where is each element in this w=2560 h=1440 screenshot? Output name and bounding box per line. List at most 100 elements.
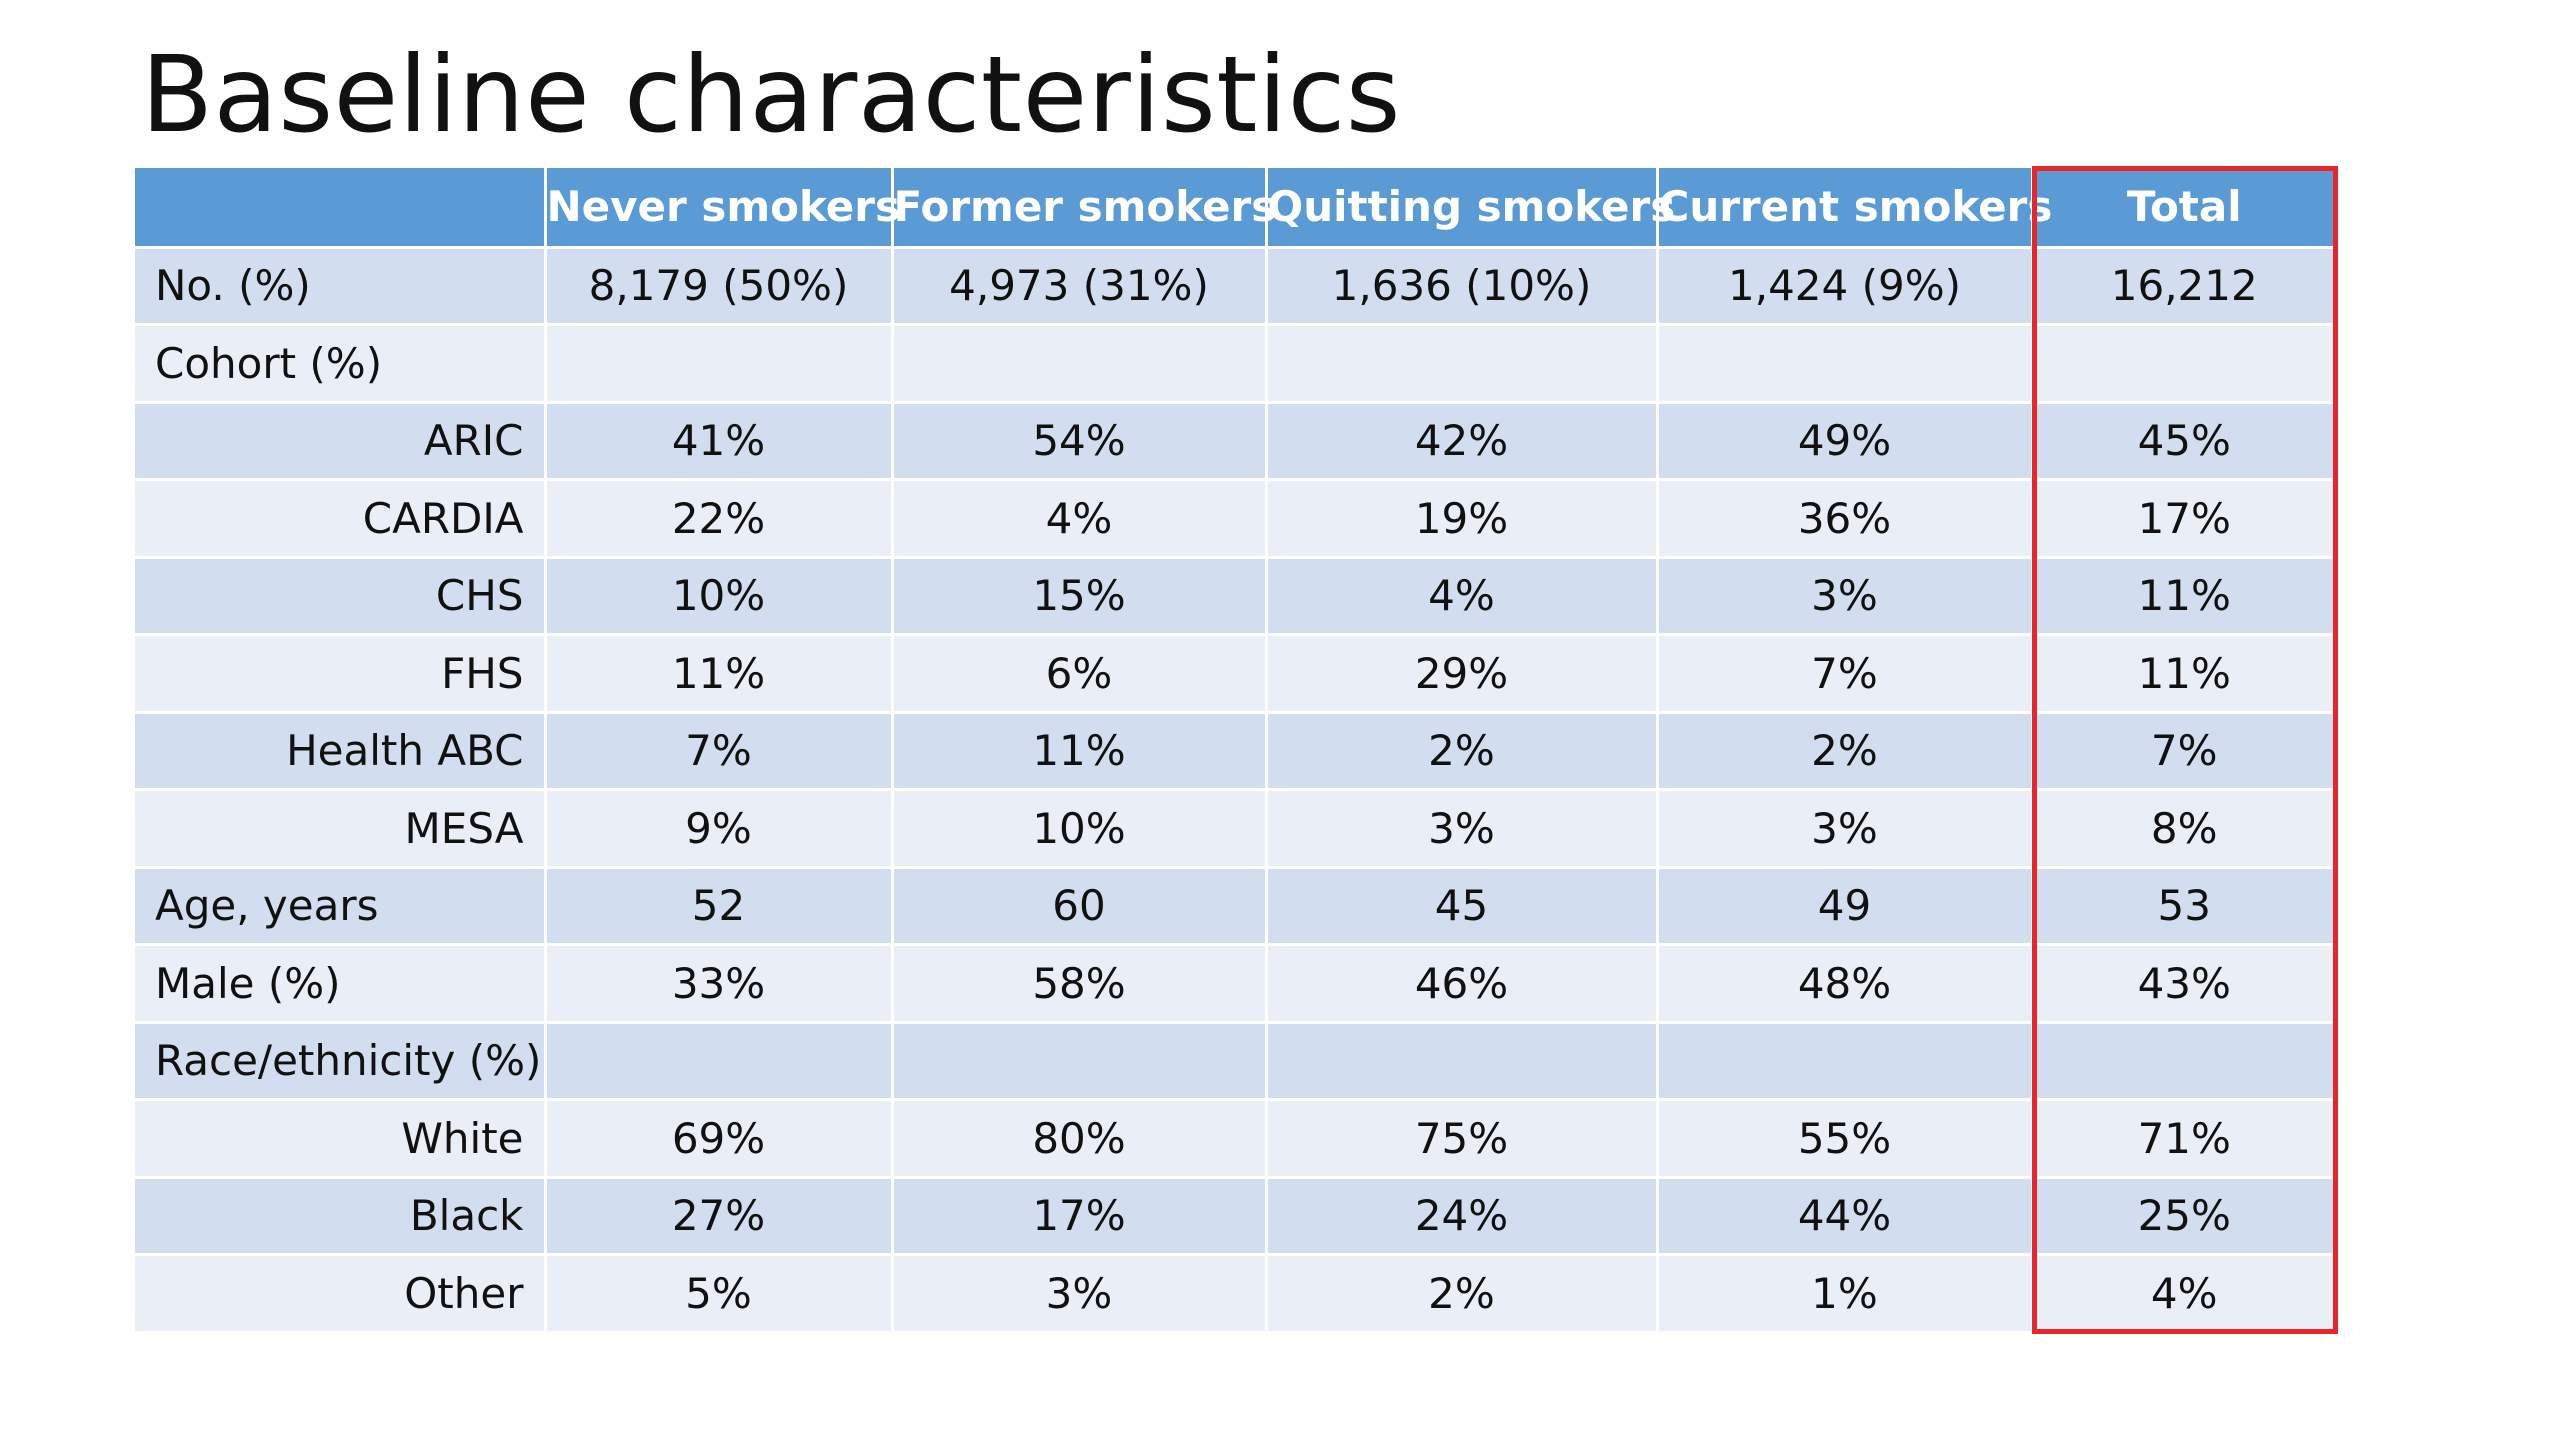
cell-total <box>2032 324 2335 404</box>
cell-former-smokers: 15% <box>892 557 1268 636</box>
cell-quitting-smokers: 29% <box>1266 634 1659 714</box>
cell-current-smokers <box>1657 1022 2034 1101</box>
cell-total: 45% <box>2032 402 2335 481</box>
row-label: Male (%) <box>135 944 547 1024</box>
cell-never-smokers: 22% <box>545 479 894 559</box>
table-row: ARIC 41% 54% 42% 49% 45% <box>135 402 2335 481</box>
row-label: Health ABC <box>135 712 547 791</box>
cell-current-smokers: 1,424 (9%) <box>1657 247 2034 326</box>
header-never-smokers: Never smokers <box>545 168 900 249</box>
table-row: FHS 11% 6% 29% 7% 11% <box>135 634 2335 714</box>
table-header-row: Never smokers Former smokers Quitting sm… <box>135 168 2335 249</box>
table-row: White 69% 80% 75% 55% 71% <box>135 1099 2335 1179</box>
cell-current-smokers: 55% <box>1657 1099 2034 1179</box>
table-row: Age, years 52 60 45 49 53 <box>135 867 2335 946</box>
table-row: Cohort (%) <box>135 324 2335 404</box>
cell-never-smokers <box>545 324 894 404</box>
cell-former-smokers: 4% <box>892 479 1268 559</box>
cell-never-smokers: 8,179 (50%) <box>545 247 894 326</box>
table-row: CARDIA 22% 4% 19% 36% 17% <box>135 479 2335 559</box>
cell-never-smokers: 11% <box>545 634 894 714</box>
table-row: No. (%) 8,179 (50%) 4,973 (31%) 1,636 (1… <box>135 247 2335 326</box>
header-total: Total <box>2032 168 2335 249</box>
cell-quitting-smokers: 75% <box>1266 1099 1659 1179</box>
header-current-smokers: Current smokers <box>1657 168 2052 249</box>
cell-total: 11% <box>2032 557 2335 636</box>
cell-total: 71% <box>2032 1099 2335 1179</box>
cell-former-smokers: 58% <box>892 944 1268 1024</box>
row-label: Age, years <box>135 867 547 946</box>
table-row: Black 27% 17% 24% 44% 25% <box>135 1177 2335 1256</box>
cell-quitting-smokers: 45 <box>1266 867 1659 946</box>
cell-total: 16,212 <box>2032 247 2335 326</box>
cell-current-smokers: 1% <box>1657 1254 2034 1334</box>
cell-quitting-smokers: 2% <box>1266 712 1659 791</box>
cell-quitting-smokers: 24% <box>1266 1177 1659 1256</box>
cell-former-smokers: 11% <box>892 712 1268 791</box>
cell-current-smokers: 2% <box>1657 712 2034 791</box>
cell-total: 4% <box>2032 1254 2335 1334</box>
row-label: No. (%) <box>135 247 547 326</box>
cell-never-smokers: 69% <box>545 1099 894 1179</box>
row-label: FHS <box>135 634 547 714</box>
cell-never-smokers: 9% <box>545 789 894 869</box>
table-row: CHS 10% 15% 4% 3% 11% <box>135 557 2335 636</box>
cell-never-smokers <box>545 1022 894 1101</box>
table-row: MESA 9% 10% 3% 3% 8% <box>135 789 2335 869</box>
row-label: Other <box>135 1254 547 1334</box>
table-row: Race/ethnicity (%) <box>135 1022 2335 1101</box>
cell-quitting-smokers: 4% <box>1266 557 1659 636</box>
cell-former-smokers: 60 <box>892 867 1268 946</box>
cell-never-smokers: 27% <box>545 1177 894 1256</box>
cell-never-smokers: 5% <box>545 1254 894 1334</box>
cell-current-smokers: 48% <box>1657 944 2034 1024</box>
cell-current-smokers: 7% <box>1657 634 2034 714</box>
cell-former-smokers <box>892 1022 1268 1101</box>
row-label: Black <box>135 1177 547 1256</box>
cell-current-smokers: 44% <box>1657 1177 2034 1256</box>
cell-former-smokers: 10% <box>892 789 1268 869</box>
row-label: Cohort (%) <box>135 324 547 404</box>
cell-total: 25% <box>2032 1177 2335 1256</box>
row-label: CARDIA <box>135 479 547 559</box>
baseline-characteristics-table: Never smokers Former smokers Quitting sm… <box>135 168 2335 1334</box>
cell-quitting-smokers: 19% <box>1266 479 1659 559</box>
cell-never-smokers: 33% <box>545 944 894 1024</box>
row-label: Race/ethnicity (%) <box>135 1022 547 1101</box>
table-row: Health ABC 7% 11% 2% 2% 7% <box>135 712 2335 791</box>
header-quitting-smokers: Quitting smokers <box>1266 168 1675 249</box>
cell-current-smokers <box>1657 324 2034 404</box>
cell-never-smokers: 10% <box>545 557 894 636</box>
cell-current-smokers: 3% <box>1657 789 2034 869</box>
cell-total <box>2032 1022 2335 1101</box>
row-label: MESA <box>135 789 547 869</box>
cell-former-smokers: 3% <box>892 1254 1268 1334</box>
cell-quitting-smokers <box>1266 1022 1659 1101</box>
cell-current-smokers: 49 <box>1657 867 2034 946</box>
cell-total: 43% <box>2032 944 2335 1024</box>
row-label: ARIC <box>135 402 547 481</box>
cell-current-smokers: 36% <box>1657 479 2034 559</box>
cell-total: 11% <box>2032 634 2335 714</box>
cell-quitting-smokers <box>1266 324 1659 404</box>
cell-total: 17% <box>2032 479 2335 559</box>
cell-former-smokers: 4,973 (31%) <box>892 247 1268 326</box>
cell-former-smokers: 54% <box>892 402 1268 481</box>
cell-quitting-smokers: 3% <box>1266 789 1659 869</box>
cell-current-smokers: 49% <box>1657 402 2034 481</box>
cell-former-smokers: 80% <box>892 1099 1268 1179</box>
cell-never-smokers: 7% <box>545 712 894 791</box>
cell-quitting-smokers: 42% <box>1266 402 1659 481</box>
cell-current-smokers: 3% <box>1657 557 2034 636</box>
table-row: Other 5% 3% 2% 1% 4% <box>135 1254 2335 1334</box>
row-label: White <box>135 1099 547 1179</box>
table-row: Male (%) 33% 58% 46% 48% 43% <box>135 944 2335 1024</box>
cell-former-smokers: 17% <box>892 1177 1268 1256</box>
cell-never-smokers: 52 <box>545 867 894 946</box>
cell-quitting-smokers: 1,636 (10%) <box>1266 247 1659 326</box>
header-corner-cell <box>135 168 547 249</box>
cell-total: 7% <box>2032 712 2335 791</box>
cell-never-smokers: 41% <box>545 402 894 481</box>
cell-total: 53 <box>2032 867 2335 946</box>
